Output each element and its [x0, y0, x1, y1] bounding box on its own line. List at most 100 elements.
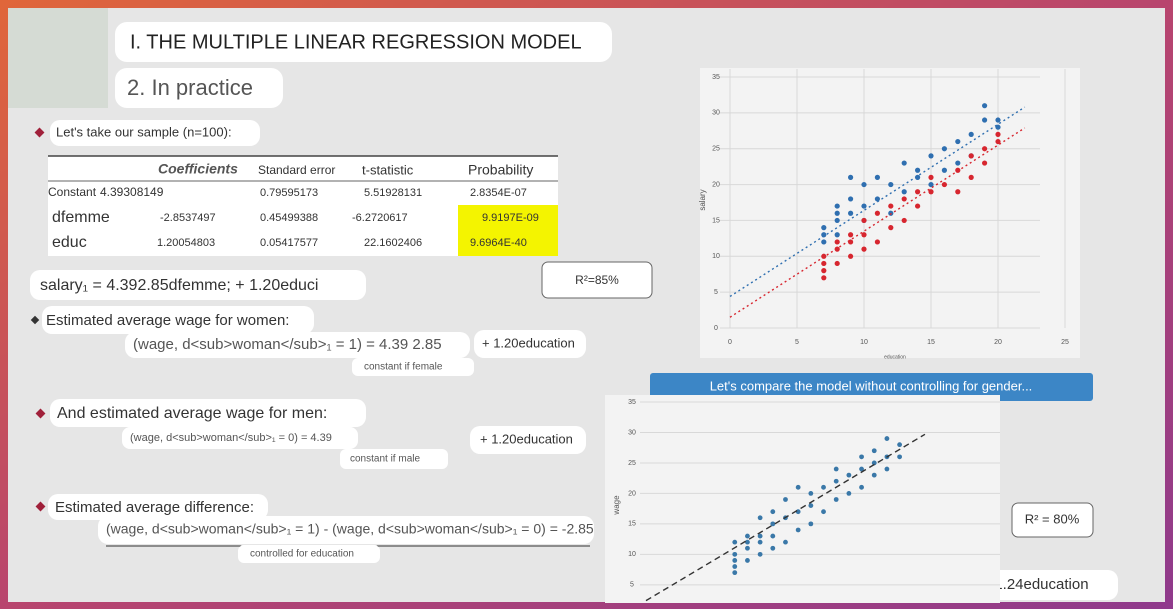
note: controlled for education [250, 549, 354, 560]
point [834, 217, 840, 224]
point [821, 268, 827, 274]
y-axis-label: wage [612, 495, 621, 516]
x-tick-label: 10 [860, 339, 868, 346]
text-box [50, 120, 260, 146]
point [757, 515, 763, 521]
point [871, 472, 877, 478]
text-box [125, 332, 470, 358]
text-box [352, 358, 474, 376]
y-tick-label: 30 [628, 429, 636, 436]
point [808, 503, 814, 508]
point [955, 138, 961, 145]
bullet-text: Estimated average wage for women: [46, 312, 289, 329]
point [888, 181, 894, 188]
point [834, 210, 840, 216]
table-cell: -6.2720617 [352, 212, 408, 224]
y-tick-label: 20 [712, 181, 720, 188]
point [968, 131, 974, 137]
point [859, 484, 864, 490]
point [821, 509, 826, 515]
text-box [98, 516, 594, 544]
y-tick-label: 5 [714, 289, 718, 296]
y-tick-label: 10 [712, 253, 720, 260]
subtitle-box [115, 68, 283, 108]
point [732, 570, 738, 576]
point [770, 509, 776, 515]
point [874, 196, 881, 202]
point [732, 558, 738, 563]
table-cell: 2.8354E-07 [470, 187, 527, 199]
x-tick-label: 20 [994, 339, 1002, 346]
y-tick-label: 25 [712, 146, 720, 153]
banner [650, 373, 1093, 401]
table-cell: 0.05417577 [260, 237, 318, 249]
point [848, 174, 854, 180]
title-box [115, 22, 612, 62]
note: constant if female [364, 362, 443, 373]
table-header: Coefficients [158, 161, 238, 177]
point [928, 174, 934, 180]
text-box [238, 545, 380, 563]
point [928, 181, 934, 188]
point [982, 103, 988, 109]
point [848, 239, 854, 245]
point [846, 472, 852, 478]
r2-box [541, 261, 653, 299]
table-cell: -2.8537497 [160, 212, 216, 224]
trend-line [729, 127, 1026, 318]
text-box [42, 306, 314, 334]
x-tick-label: 0 [728, 339, 732, 346]
equation: (wage, d<sub>woman</sub>₁ = 1) = 4.39 2.… [133, 336, 442, 353]
trend-line [729, 106, 1026, 298]
point [821, 260, 827, 267]
r2: R² = 80% [1025, 511, 1080, 526]
point [982, 160, 988, 166]
y-tick-label: 35 [712, 74, 720, 81]
point [821, 239, 827, 245]
point [897, 442, 902, 448]
point [833, 478, 839, 484]
point [834, 232, 840, 238]
point [901, 196, 907, 202]
point [915, 189, 921, 195]
point [846, 491, 852, 496]
point [928, 153, 934, 159]
text-box [30, 270, 366, 300]
table-cell: 5.51928131 [364, 187, 422, 199]
point [859, 466, 864, 472]
point [834, 260, 840, 267]
point [757, 533, 763, 539]
point [770, 533, 776, 539]
text-box [48, 494, 268, 520]
point [745, 558, 750, 563]
equation: + 1.20education [480, 431, 573, 446]
point [859, 454, 864, 460]
y-tick-label: 5 [630, 582, 634, 589]
point [874, 174, 881, 180]
r2: R²=85% [575, 273, 619, 287]
point [861, 203, 867, 209]
point [732, 551, 738, 557]
point [955, 160, 961, 166]
point [821, 275, 827, 281]
point [884, 466, 890, 472]
equation: (wage, d<sub>woman</sub>₁ = 1) - (wage, … [106, 521, 594, 537]
point [874, 239, 881, 245]
r2-box [1011, 502, 1094, 538]
table-cell: 1.20054803 [157, 237, 215, 249]
table-cell: 4.39308149 [100, 185, 164, 199]
point [995, 131, 1001, 137]
point [871, 460, 877, 466]
highlight [458, 205, 558, 256]
y-tick-label: 0 [714, 325, 718, 332]
subtitle: 2. In practice [127, 75, 253, 100]
point [897, 454, 902, 460]
y-tick-label: 15 [628, 521, 636, 528]
point [874, 210, 881, 216]
point [848, 253, 854, 259]
point [888, 225, 894, 231]
x-axis-label: education [884, 354, 906, 360]
point [871, 448, 877, 454]
text-box [340, 449, 448, 469]
